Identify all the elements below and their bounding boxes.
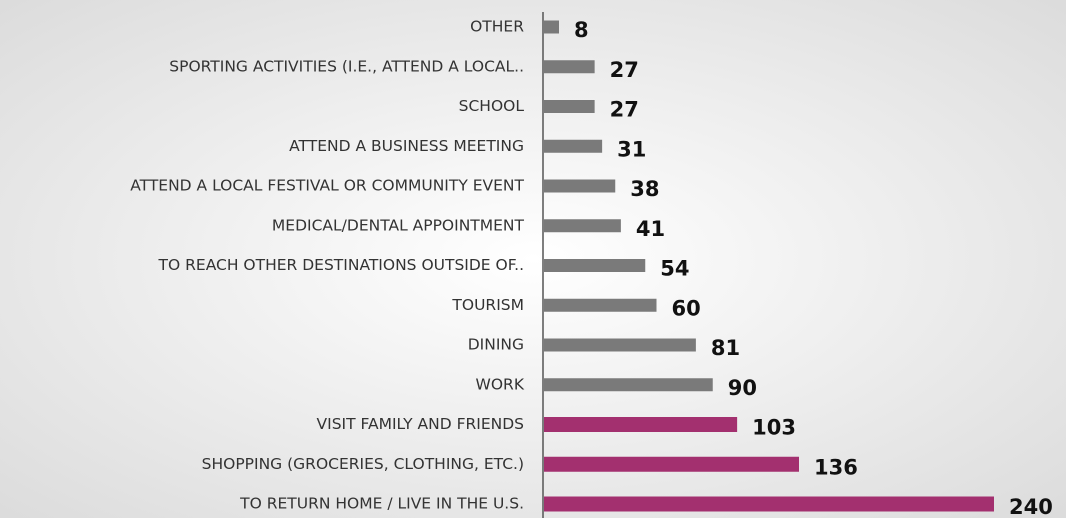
category-label: WORK — [476, 375, 525, 393]
value-label: 27 — [610, 98, 639, 122]
category-label: OTHER — [470, 18, 524, 36]
value-label: 60 — [672, 296, 701, 320]
bar — [544, 456, 799, 472]
category-label: SCHOOL — [459, 97, 525, 115]
bar — [544, 496, 994, 512]
value-label: 81 — [711, 336, 740, 360]
value-label: 54 — [660, 257, 689, 281]
value-label: 90 — [728, 376, 757, 400]
bar — [544, 139, 603, 153]
value-label: 136 — [814, 455, 858, 479]
bar — [544, 298, 657, 312]
bar — [544, 378, 713, 392]
value-label: 103 — [752, 416, 796, 440]
category-label: TO RETURN HOME / LIVE IN THE U.S. — [239, 495, 524, 513]
category-label: TOURISM — [451, 296, 524, 314]
category-label: SPORTING ACTIVITIES (I.E., ATTEND A LOCA… — [169, 57, 524, 75]
category-label: TO REACH OTHER DESTINATIONS OUTSIDE OF.. — [158, 256, 524, 274]
value-label: 27 — [610, 58, 639, 82]
category-label: ATTEND A LOCAL FESTIVAL OR COMMUNITY EVE… — [130, 177, 524, 195]
category-label: MEDICAL/DENTAL APPOINTMENT — [272, 216, 525, 234]
bar — [544, 179, 616, 193]
bar — [544, 259, 646, 272]
value-label: 8 — [574, 18, 589, 42]
category-label: ATTEND A BUSINESS MEETING — [289, 137, 524, 155]
value-label: 41 — [636, 217, 665, 241]
value-label: 38 — [630, 177, 659, 201]
category-label: VISIT FAMILY AND FRIENDS — [317, 415, 524, 433]
bar — [544, 219, 621, 233]
bar — [544, 60, 595, 74]
bar — [544, 417, 738, 432]
bar — [544, 338, 696, 352]
category-label: DINING — [468, 336, 524, 354]
value-label: 31 — [617, 137, 646, 161]
value-label: 240 — [1009, 495, 1053, 518]
bar — [544, 100, 595, 113]
bar — [544, 20, 559, 34]
category-label: SHOPPING (GROCERIES, CLOTHING, ETC.) — [202, 455, 524, 473]
